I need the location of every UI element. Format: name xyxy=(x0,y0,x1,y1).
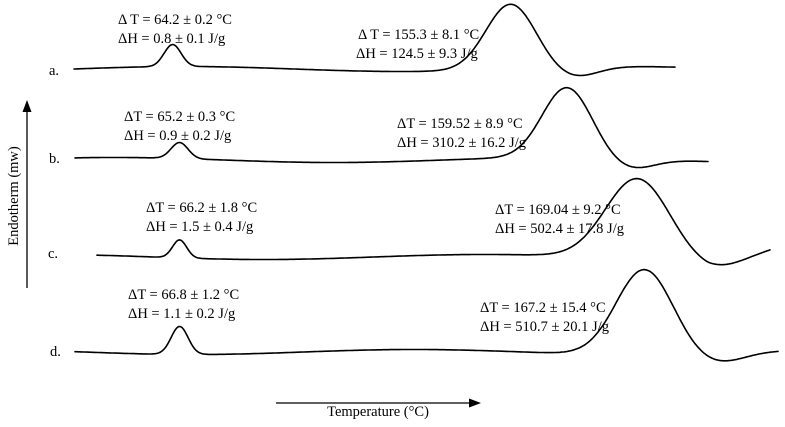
series-c-peak-2-delta-h: ΔH = 502.4 ± 17.8 J/g xyxy=(495,221,624,237)
series-a-peak-2-delta-h: ΔH = 124.5 ± 9.3 J/g xyxy=(356,46,478,62)
x-axis-label: Temperature (°C) xyxy=(327,404,429,420)
series-b-label: b. xyxy=(49,151,60,167)
series-a-peak-2-delta-t: Δ T = 155.3 ± 8.1 °C xyxy=(358,27,479,43)
series-c-label: c. xyxy=(48,246,58,262)
series-a: a. Δ T = 64.2 ± 0.2 °C ΔH = 0.8 ± 0.1 J/… xyxy=(49,3,676,79)
series-b-peak-1-delta-h: ΔH = 0.9 ± 0.2 J/g xyxy=(124,128,231,144)
series-b-peak-1-delta-t: ΔT = 65.2 ± 0.3 °C xyxy=(124,109,235,125)
series-c-peak-1-delta-h: ΔH = 1.5 ± 0.4 J/g xyxy=(146,219,253,235)
x-axis-arrow-head xyxy=(469,398,481,408)
series-b: b. ΔT = 65.2 ± 0.3 °C ΔH = 0.9 ± 0.2 J/g… xyxy=(49,86,709,169)
x-axis: Temperature (°C) xyxy=(276,398,481,420)
series-c-peak-2-delta-t: ΔT = 169.04 ± 9.2 °C xyxy=(495,202,621,218)
series-a-label: a. xyxy=(49,63,59,79)
series-b-peak-2-delta-h: ΔH = 310.2 ± 16.2 J/g xyxy=(397,135,526,151)
y-axis-arrow-head xyxy=(22,100,32,112)
series-b-curve xyxy=(74,86,709,169)
series-b-peak-2-delta-t: ΔT = 159.52 ± 8.9 °C xyxy=(397,116,523,132)
y-axis: Endotherm (mw) xyxy=(6,100,32,288)
series-d: d. ΔT = 66.8 ± 1.2 °C ΔH = 1.1 ± 0.2 J/g… xyxy=(50,268,779,362)
series-c-peak-1-delta-t: ΔT = 66.2 ± 1.8 °C xyxy=(146,200,257,216)
series-c-curve xyxy=(96,177,771,266)
series-d-peak-1-delta-h: ΔH = 1.1 ± 0.2 J/g xyxy=(128,306,235,322)
series-a-peak-1-delta-t: Δ T = 64.2 ± 0.2 °C xyxy=(118,12,232,28)
series-a-curve xyxy=(73,3,676,77)
series-c: c. ΔT = 66.2 ± 1.8 °C ΔH = 1.5 ± 0.4 J/g… xyxy=(48,177,771,266)
series-d-curve xyxy=(74,268,779,362)
series-a-peak-1-delta-h: ΔH = 0.8 ± 0.1 J/g xyxy=(118,31,225,47)
series-d-peak-2-delta-h: ΔH = 510.7 ± 20.1 J/g xyxy=(480,319,609,335)
series-d-peak-2-delta-t: ΔT = 167.2 ± 15.4 °C xyxy=(480,300,606,316)
series-d-peak-1-delta-t: ΔT = 66.8 ± 1.2 °C xyxy=(128,287,239,303)
y-axis-label: Endotherm (mw) xyxy=(6,146,22,246)
series-d-label: d. xyxy=(50,344,61,360)
